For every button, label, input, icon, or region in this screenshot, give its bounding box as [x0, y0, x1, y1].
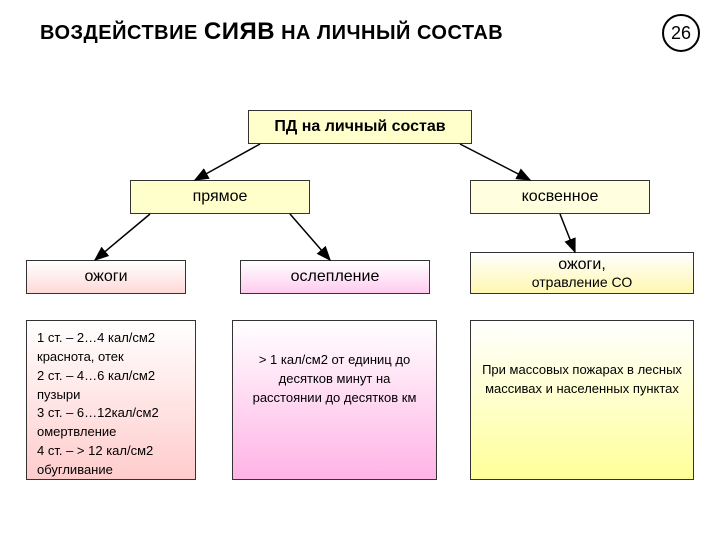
root-label: ПД на личный состав [274, 118, 445, 136]
blind-node: ослепление [240, 260, 430, 294]
page-number-badge: 26 [662, 14, 700, 52]
blind-detail: > 1 кал/см2 от единиц до десятков минут … [232, 320, 437, 480]
root-node: ПД на личный состав [248, 110, 472, 144]
title-big: СИЯВ [204, 18, 275, 45]
indirect-node: косвенное [470, 180, 650, 214]
title-prefix: ВОЗДЕЙСТВИЕ [40, 22, 204, 44]
burns-label: ожоги [84, 268, 127, 286]
burns-node: ожоги [26, 260, 186, 294]
burnsco-line2: отравление СО [532, 274, 632, 290]
title-mid: НА ЛИЧНЫЙ СОСТАВ [275, 22, 503, 44]
burnsco-node: ожоги, отравление СО [470, 252, 694, 294]
blind-label: ослепление [291, 268, 380, 286]
burns-detail: 1 ст. – 2…4 кал/см2 краснота, отек 2 ст.… [26, 320, 196, 480]
burnsco-line1: ожоги, [558, 256, 606, 274]
page-title: ВОЗДЕЙСТВИЕ СИЯВ НА ЛИЧНЫЙ СОСТАВ [40, 18, 503, 46]
direct-label: прямое [193, 188, 248, 206]
burnsco-detail: При массовых пожарах в лесных массивах и… [470, 320, 694, 480]
indirect-label: косвенное [522, 188, 599, 206]
direct-node: прямое [130, 180, 310, 214]
